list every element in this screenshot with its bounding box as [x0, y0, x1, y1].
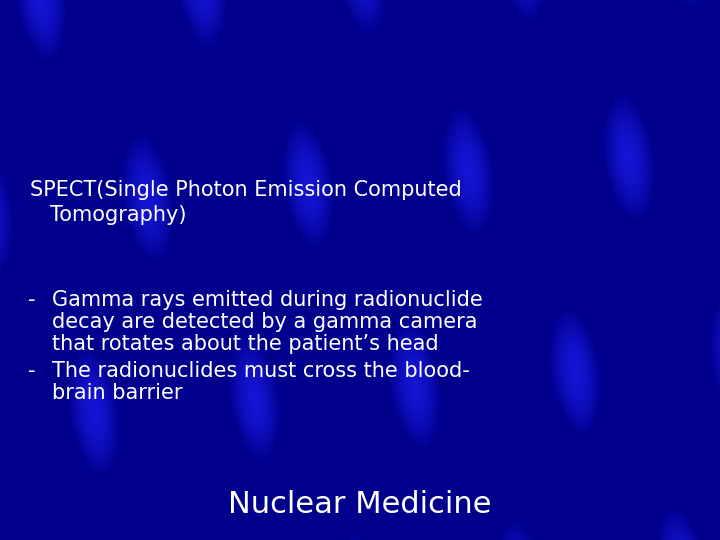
Text: that rotates about the patient’s head: that rotates about the patient’s head	[52, 334, 438, 354]
Text: Tomography): Tomography)	[30, 205, 186, 225]
Text: Nuclear Medicine: Nuclear Medicine	[228, 490, 492, 519]
Text: Gamma rays emitted during radionuclide: Gamma rays emitted during radionuclide	[52, 290, 482, 310]
Text: brain barrier: brain barrier	[52, 383, 182, 403]
Text: The radionuclides must cross the blood-: The radionuclides must cross the blood-	[52, 361, 469, 381]
Text: SPECT(Single Photon Emission Computed: SPECT(Single Photon Emission Computed	[30, 180, 462, 200]
Text: decay are detected by a gamma camera: decay are detected by a gamma camera	[52, 312, 477, 332]
Text: -: -	[28, 361, 35, 381]
Text: -: -	[28, 290, 35, 310]
